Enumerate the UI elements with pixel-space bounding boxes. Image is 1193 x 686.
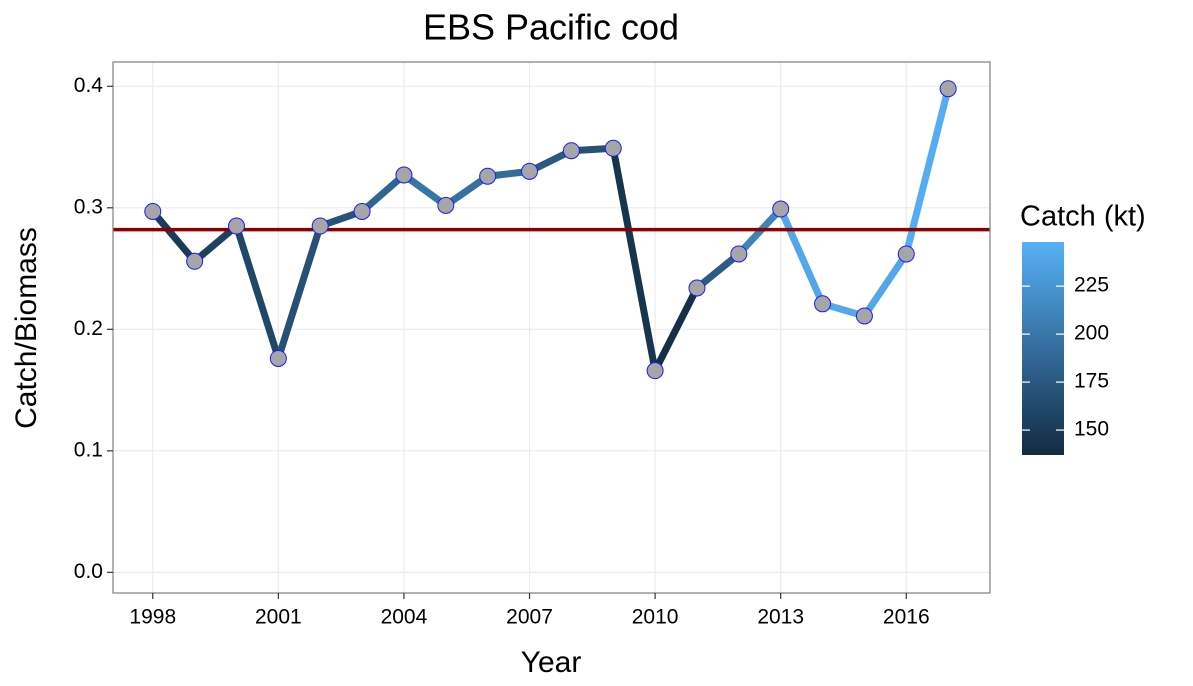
data-point (562, 142, 580, 160)
x-axis-title: Year (521, 646, 582, 679)
x-tick-label: 2007 (506, 606, 553, 629)
line-segment (902, 85, 952, 258)
data-point (144, 202, 162, 220)
line-segment (442, 172, 492, 209)
data-point (604, 139, 622, 157)
data-point (688, 279, 706, 297)
data-point (311, 217, 329, 235)
data-point (646, 362, 664, 380)
data-point (897, 245, 915, 263)
data-point (353, 202, 371, 220)
line-segment (358, 171, 408, 215)
colorbar-label: 200 (1074, 322, 1109, 345)
line-segment (191, 222, 240, 265)
y-axis-title: Catch/Biomass (10, 227, 43, 429)
x-tick-label: 2010 (632, 606, 679, 629)
data-point (814, 295, 832, 313)
y-tick-label: 0.0 (74, 560, 103, 583)
data-point (939, 80, 957, 98)
line-segment (777, 205, 827, 308)
data-point (395, 166, 413, 184)
y-tick-label: 0.1 (74, 438, 103, 461)
panel-border (112, 61, 991, 594)
colorbar-label: 175 (1074, 370, 1109, 393)
line-segment (400, 171, 450, 209)
colorbar-label: 225 (1074, 274, 1109, 297)
data-point (269, 349, 287, 367)
line-segment (735, 205, 785, 258)
data-point (437, 196, 455, 214)
x-tick-label: 2004 (381, 606, 428, 629)
x-tick-label: 2013 (757, 606, 804, 629)
y-tick-label: 0.2 (74, 317, 103, 340)
line-segment (860, 250, 910, 320)
line-segment (232, 222, 282, 362)
legend-title: Catch (kt) (1020, 201, 1146, 233)
y-tick-label: 0.3 (74, 195, 103, 218)
data-point (772, 200, 790, 218)
chart-title: EBS Pacific cod (423, 7, 679, 48)
colorbar (1022, 242, 1064, 455)
data-point (227, 217, 245, 235)
x-tick-label: 1998 (129, 606, 176, 629)
line-segment (651, 284, 701, 375)
plot-panel (113, 62, 990, 593)
x-tick-label: 2016 (883, 606, 930, 629)
y-tick-label: 0.4 (74, 74, 104, 97)
line-segment (274, 222, 324, 362)
data-point (521, 162, 539, 180)
data-point (855, 307, 873, 325)
line-segment (693, 250, 743, 292)
colorbar-label: 150 (1074, 418, 1109, 441)
line-segment (609, 144, 659, 375)
line-segment (149, 207, 199, 265)
data-point (479, 167, 497, 185)
data-point (730, 245, 748, 263)
x-tick-label: 2001 (255, 606, 302, 629)
data-point (186, 252, 204, 270)
